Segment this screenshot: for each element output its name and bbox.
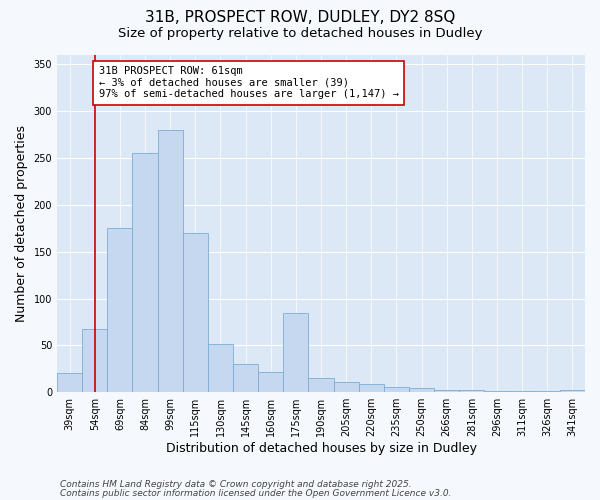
Bar <box>283 312 308 392</box>
Bar <box>334 382 359 392</box>
Text: Size of property relative to detached houses in Dudley: Size of property relative to detached ho… <box>118 28 482 40</box>
Bar <box>434 390 459 392</box>
Y-axis label: Number of detached properties: Number of detached properties <box>15 125 28 322</box>
Text: 31B, PROSPECT ROW, DUDLEY, DY2 8SQ: 31B, PROSPECT ROW, DUDLEY, DY2 8SQ <box>145 10 455 25</box>
Bar <box>183 233 208 392</box>
Bar <box>158 130 183 392</box>
Bar <box>107 228 133 392</box>
X-axis label: Distribution of detached houses by size in Dudley: Distribution of detached houses by size … <box>166 442 476 455</box>
Bar <box>459 390 484 392</box>
Bar <box>82 328 107 392</box>
Bar <box>133 154 158 392</box>
Bar <box>57 374 82 392</box>
Bar <box>233 364 258 392</box>
Bar <box>560 390 585 392</box>
Bar <box>258 372 283 392</box>
Text: Contains HM Land Registry data © Crown copyright and database right 2025.: Contains HM Land Registry data © Crown c… <box>60 480 412 489</box>
Text: 31B PROSPECT ROW: 61sqm
← 3% of detached houses are smaller (39)
97% of semi-det: 31B PROSPECT ROW: 61sqm ← 3% of detached… <box>98 66 398 100</box>
Bar <box>359 384 384 392</box>
Bar <box>409 388 434 392</box>
Text: Contains public sector information licensed under the Open Government Licence v3: Contains public sector information licen… <box>60 488 452 498</box>
Bar <box>208 344 233 392</box>
Bar <box>384 386 409 392</box>
Bar <box>308 378 334 392</box>
